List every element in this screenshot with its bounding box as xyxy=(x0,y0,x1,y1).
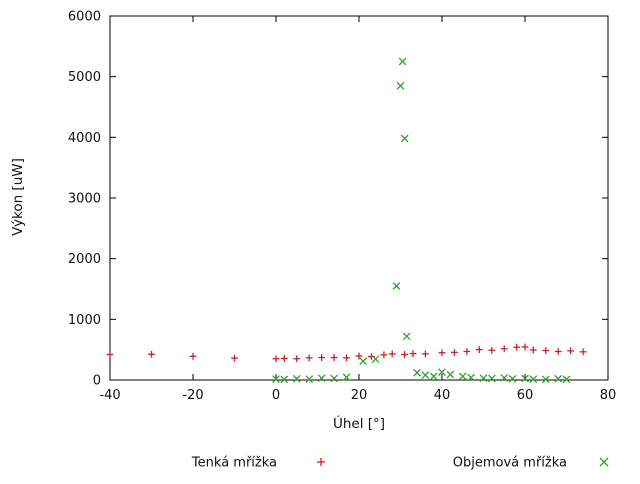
data-point xyxy=(272,375,280,383)
data-point xyxy=(380,351,388,359)
data-point xyxy=(579,348,587,356)
y-tick-label: 0 xyxy=(93,374,101,389)
series-volume-grating xyxy=(272,57,571,384)
y-tick-label: 4000 xyxy=(68,131,101,146)
data-point xyxy=(438,368,446,376)
data-point xyxy=(402,332,411,341)
data-point xyxy=(359,357,368,366)
legend-label: Tenká mřížka xyxy=(191,456,277,471)
legend-entry: Tenká mřížka xyxy=(191,456,325,471)
data-point xyxy=(330,354,338,361)
data-point xyxy=(567,347,575,355)
y-axis-label: Výkon [uW] xyxy=(10,158,26,236)
data-point xyxy=(562,375,571,384)
data-point xyxy=(554,348,562,355)
data-point xyxy=(400,134,409,143)
data-point xyxy=(475,346,483,354)
data-point xyxy=(529,346,537,354)
data-point xyxy=(541,375,550,384)
data-point xyxy=(554,374,563,383)
x-tick-label: 60 xyxy=(517,388,534,403)
x-tick-label: 0 xyxy=(272,388,280,403)
x-tick-label: 20 xyxy=(351,388,368,403)
legend-marker xyxy=(599,457,609,467)
data-point xyxy=(409,350,417,358)
data-point xyxy=(463,348,471,355)
data-point xyxy=(451,348,458,356)
data-point xyxy=(479,374,488,383)
data-point xyxy=(189,352,197,360)
data-point xyxy=(280,355,288,362)
data-point xyxy=(396,81,405,90)
data-point xyxy=(421,371,430,380)
plot-generated-content: -40 -20 0 20 40 60 80 0 1000 2000 3000 4000 5000 6000… xyxy=(68,10,616,471)
y-tick-label: 6000 xyxy=(68,10,101,25)
plot-border xyxy=(109,15,609,381)
data-point xyxy=(388,350,396,358)
data-point xyxy=(529,375,538,383)
data-point xyxy=(272,355,280,363)
data-point xyxy=(542,347,550,354)
x-tick-label: -40 xyxy=(99,388,120,403)
data-point xyxy=(292,374,301,383)
data-point xyxy=(467,373,475,382)
data-point xyxy=(401,351,409,358)
data-point xyxy=(392,282,401,290)
data-point xyxy=(488,346,496,354)
data-point xyxy=(330,374,338,383)
data-point xyxy=(487,374,496,383)
data-point xyxy=(231,354,238,362)
data-point xyxy=(513,343,521,351)
x-axis-label: Úhel [°] xyxy=(333,414,385,432)
data-point xyxy=(317,374,326,383)
data-point xyxy=(305,375,314,383)
y-tick-label: 1000 xyxy=(68,313,101,328)
data-point xyxy=(446,370,455,379)
data-point xyxy=(458,372,467,381)
data-point xyxy=(429,372,438,381)
data-point xyxy=(438,349,446,357)
legend-marker xyxy=(317,458,325,466)
data-point xyxy=(148,350,155,358)
data-point xyxy=(371,355,380,363)
data-point xyxy=(355,352,363,360)
legend-label: Objemová mřížka xyxy=(453,456,567,471)
y-tick-label: 3000 xyxy=(68,192,101,207)
x-tick-label: 80 xyxy=(600,388,617,403)
data-point xyxy=(500,345,508,353)
data-point xyxy=(521,343,529,351)
data-point xyxy=(508,374,517,383)
data-point xyxy=(422,350,429,358)
data-point xyxy=(343,354,350,362)
y-tick-label: 2000 xyxy=(68,252,101,267)
legend-entry: Objemová mřížka xyxy=(453,456,609,471)
data-point xyxy=(106,351,114,358)
series-thin-grating xyxy=(106,343,587,363)
data-point xyxy=(342,373,351,382)
x-tick-label: -20 xyxy=(182,388,203,403)
x-tick-label: 40 xyxy=(434,388,451,403)
data-point xyxy=(280,375,289,384)
data-point xyxy=(521,374,529,383)
data-point xyxy=(398,57,407,66)
data-point xyxy=(293,355,301,363)
data-point xyxy=(500,374,509,382)
data-point xyxy=(305,354,313,362)
data-point xyxy=(413,368,421,377)
y-tick-label: 5000 xyxy=(68,70,101,85)
data-point xyxy=(318,354,326,361)
